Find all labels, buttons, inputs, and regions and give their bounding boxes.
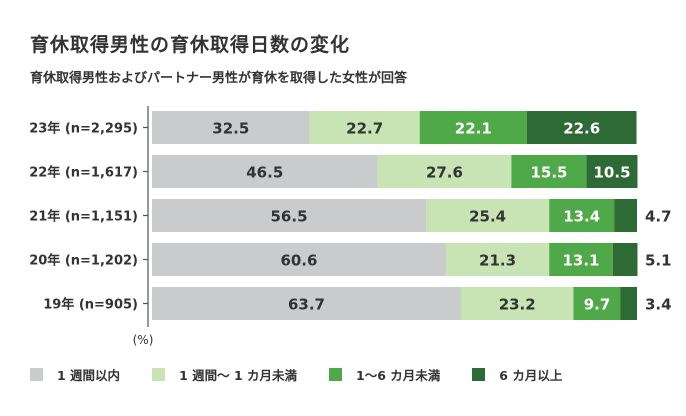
bar-segment	[152, 111, 310, 144]
bar-segment	[526, 111, 637, 144]
legend-label: 1 週間～ 1 カ月未満	[179, 368, 298, 383]
legend-label: 6 カ月以上	[499, 368, 563, 383]
category-label: 21年 (n=1,151)	[29, 209, 138, 225]
legend-swatch	[329, 368, 343, 381]
legend-label: 1 週間以内	[57, 368, 121, 383]
bar-segment	[152, 155, 378, 188]
bar-segment	[419, 111, 527, 144]
data-label: 10.5	[594, 164, 631, 182]
data-label: 5.1	[645, 252, 672, 270]
category-label: 22年 (n=1,617)	[29, 165, 138, 181]
data-label: 56.5	[271, 208, 308, 226]
bar-segment	[549, 199, 615, 232]
data-label: 22.6	[563, 120, 600, 138]
data-label: 60.6	[280, 252, 317, 270]
bar-segment	[620, 287, 637, 320]
category-label: 20年 (n=1,202)	[29, 253, 138, 269]
data-label: 25.4	[469, 208, 506, 226]
bar-segment	[445, 243, 550, 276]
bar-segment	[460, 287, 574, 320]
bar-segment	[426, 199, 550, 232]
data-label: 15.5	[530, 164, 567, 182]
legend-item: 1～6 カ月未満	[329, 365, 440, 384]
legend-swatch	[30, 368, 43, 381]
legend: 1 週間以内 1 週間～ 1 カ月未満 1～6 カ月未満 6 カ月以上	[30, 365, 594, 384]
data-label: 4.7	[645, 208, 672, 226]
bar-segment	[309, 111, 420, 144]
data-label: 21.3	[479, 252, 516, 270]
legend-item: 1 週間～ 1 カ月未満	[152, 365, 297, 384]
bar-segment	[586, 155, 638, 188]
legend-label: 1～6 カ月未満	[356, 368, 441, 383]
bar-segment	[511, 155, 587, 188]
data-label: 22.1	[455, 120, 492, 138]
legend-swatch	[152, 368, 166, 381]
bar-segment	[152, 199, 427, 232]
bar-segment	[152, 287, 461, 320]
bar-segment	[612, 243, 638, 276]
data-label: 13.1	[562, 252, 599, 270]
chart-title: 育休取得男性の育休取得日数の変化	[30, 34, 351, 56]
bar-segment	[377, 155, 512, 188]
bar-segment	[614, 199, 637, 232]
bar-segment	[573, 287, 621, 320]
data-label: 46.5	[246, 164, 283, 182]
data-label: 27.6	[426, 164, 463, 182]
category-label: 23年 (n=2,295)	[29, 121, 138, 137]
legend-swatch	[472, 368, 486, 381]
legend-item: 6 カ月以上	[472, 365, 562, 384]
category-label: 19年 (n=905)	[43, 297, 138, 313]
data-label: 13.4	[563, 208, 600, 226]
bar-segment	[152, 243, 446, 276]
percent-label: (%)	[133, 333, 154, 347]
data-label: 23.2	[499, 296, 536, 314]
data-label: 32.5	[212, 120, 249, 138]
data-label: 22.7	[346, 120, 383, 138]
data-label: 3.4	[645, 296, 672, 314]
data-label: 63.7	[288, 296, 325, 314]
data-label: 9.7	[584, 296, 611, 314]
chart-subtitle: 育休取得男性およびパートナー男性が育休を取得した女性が回答	[30, 71, 408, 86]
bar-segment	[549, 243, 613, 276]
legend-item: 1 週間以内	[30, 365, 120, 384]
